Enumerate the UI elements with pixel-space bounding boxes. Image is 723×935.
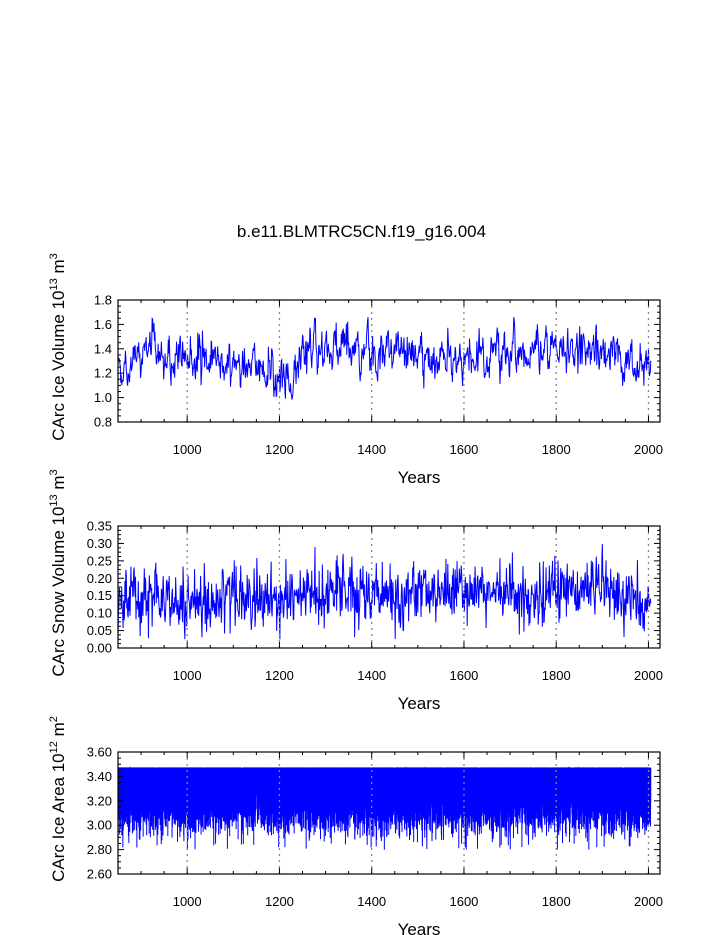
y-tick-label: 3.60 xyxy=(87,745,112,760)
y-tick-label: 3.20 xyxy=(87,793,112,808)
x-tick-label: 1400 xyxy=(357,668,386,683)
x-tick-label: 1600 xyxy=(449,668,478,683)
y-tick-label: 0.20 xyxy=(87,571,112,586)
x-tick-label: 1400 xyxy=(357,442,386,457)
series-ice-area-0 xyxy=(118,765,652,850)
x-tick-label: 1000 xyxy=(173,894,202,909)
panel-ice-volume: 1000 1200 1400 1600 1800 2000 0.8 1.0 1.2 1.4 1.6 1… xyxy=(48,253,663,487)
panel-ice-area: 1000 1200 1400 1600 1800 2000 2.60 2.80 3.00 3.20… xyxy=(48,716,663,935)
y-axis-label: CArc Ice Volume 1013 m3 xyxy=(48,253,68,441)
x-axis-label: Years xyxy=(398,468,441,487)
y-tick-label: 0.15 xyxy=(87,588,112,603)
x-tick-label: 2000 xyxy=(634,442,663,457)
x-tick-label: 1800 xyxy=(542,442,571,457)
x-tick-label: 1000 xyxy=(173,668,202,683)
y-tick-label: 0.05 xyxy=(87,623,112,638)
chart-title: b.e11.BLMTRC5CN.f19_g16.004 xyxy=(236,222,487,241)
x-tick-label: 1600 xyxy=(449,442,478,457)
y-tick-label: 0.00 xyxy=(87,641,112,656)
x-tick-label: 1200 xyxy=(265,442,294,457)
x-tick-label: 1400 xyxy=(357,894,386,909)
y-tick-label: 0.25 xyxy=(87,553,112,568)
series-snow-volume-0 xyxy=(118,544,652,640)
x-axis-label: Years xyxy=(398,920,441,935)
y-axis-label: CArc Ice Area 1012 m2 xyxy=(48,716,68,882)
x-tick-label: 1000 xyxy=(173,442,202,457)
x-tick-label: 1800 xyxy=(542,894,571,909)
y-tick-label: 3.00 xyxy=(87,818,112,833)
y-tick-label: 0.10 xyxy=(87,606,112,621)
y-tick-label: 1.4 xyxy=(94,341,112,356)
panel-snow-volume: 1000 1200 1400 1600 1800 2000 0.00 0.05 0.10 0.15… xyxy=(48,469,663,713)
y-tick-label: 0.35 xyxy=(87,519,112,534)
x-tick-label: 2000 xyxy=(634,668,663,683)
series-ice-volume-0 xyxy=(118,317,652,400)
x-tick-label: 1800 xyxy=(542,668,571,683)
y-tick-label: 1.6 xyxy=(94,317,112,332)
y-tick-label: 1.8 xyxy=(94,293,112,308)
x-tick-label: 1200 xyxy=(265,668,294,683)
y-tick-label: 2.80 xyxy=(87,842,112,857)
y-tick-label: 1.2 xyxy=(94,366,112,381)
y-tick-label: 2.60 xyxy=(87,867,112,882)
x-tick-label: 2000 xyxy=(634,894,663,909)
x-tick-label: 1600 xyxy=(449,894,478,909)
y-axis-label: CArc Snow Volume 1013 m3 xyxy=(48,469,68,676)
y-tick-label: 3.40 xyxy=(87,769,112,784)
plot-frame xyxy=(117,525,661,649)
y-tick-label: 1.0 xyxy=(94,390,112,405)
x-tick-label: 1200 xyxy=(265,894,294,909)
x-axis-label: Years xyxy=(398,694,441,713)
y-tick-label: 0.30 xyxy=(87,536,112,551)
y-tick-label: 0.8 xyxy=(94,415,112,430)
